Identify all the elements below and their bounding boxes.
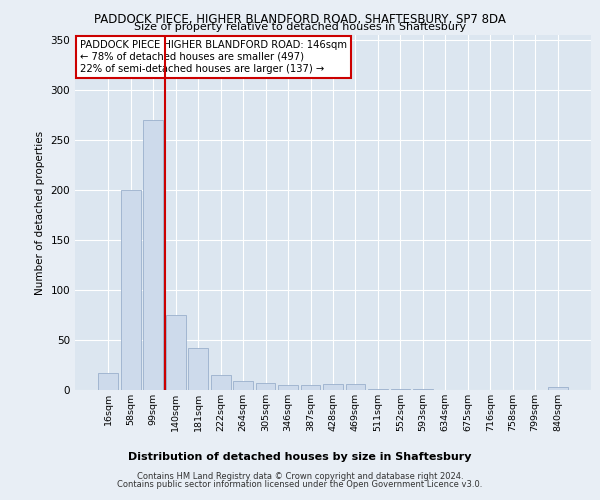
Bar [121,190,140,390]
Bar [188,348,208,390]
Bar [256,383,275,390]
Bar [323,384,343,390]
Bar [233,381,253,390]
Bar [166,315,185,390]
Text: Distribution of detached houses by size in Shaftesbury: Distribution of detached houses by size … [128,452,472,462]
Bar [346,384,365,390]
Bar [368,389,388,390]
Y-axis label: Number of detached properties: Number of detached properties [35,130,45,294]
Bar [211,375,230,390]
Bar [98,373,118,390]
Text: PADDOCK PIECE, HIGHER BLANDFORD ROAD, SHAFTESBURY, SP7 8DA: PADDOCK PIECE, HIGHER BLANDFORD ROAD, SH… [94,12,506,26]
Bar [413,389,433,390]
Bar [391,389,410,390]
Text: PADDOCK PIECE HIGHER BLANDFORD ROAD: 146sqm
← 78% of detached houses are smaller: PADDOCK PIECE HIGHER BLANDFORD ROAD: 146… [80,40,347,74]
Text: Contains HM Land Registry data © Crown copyright and database right 2024.: Contains HM Land Registry data © Crown c… [137,472,463,481]
Bar [143,120,163,390]
Text: Size of property relative to detached houses in Shaftesbury: Size of property relative to detached ho… [134,22,466,32]
Bar [301,385,320,390]
Bar [548,387,568,390]
Bar [278,385,298,390]
Text: Contains public sector information licensed under the Open Government Licence v3: Contains public sector information licen… [118,480,482,489]
